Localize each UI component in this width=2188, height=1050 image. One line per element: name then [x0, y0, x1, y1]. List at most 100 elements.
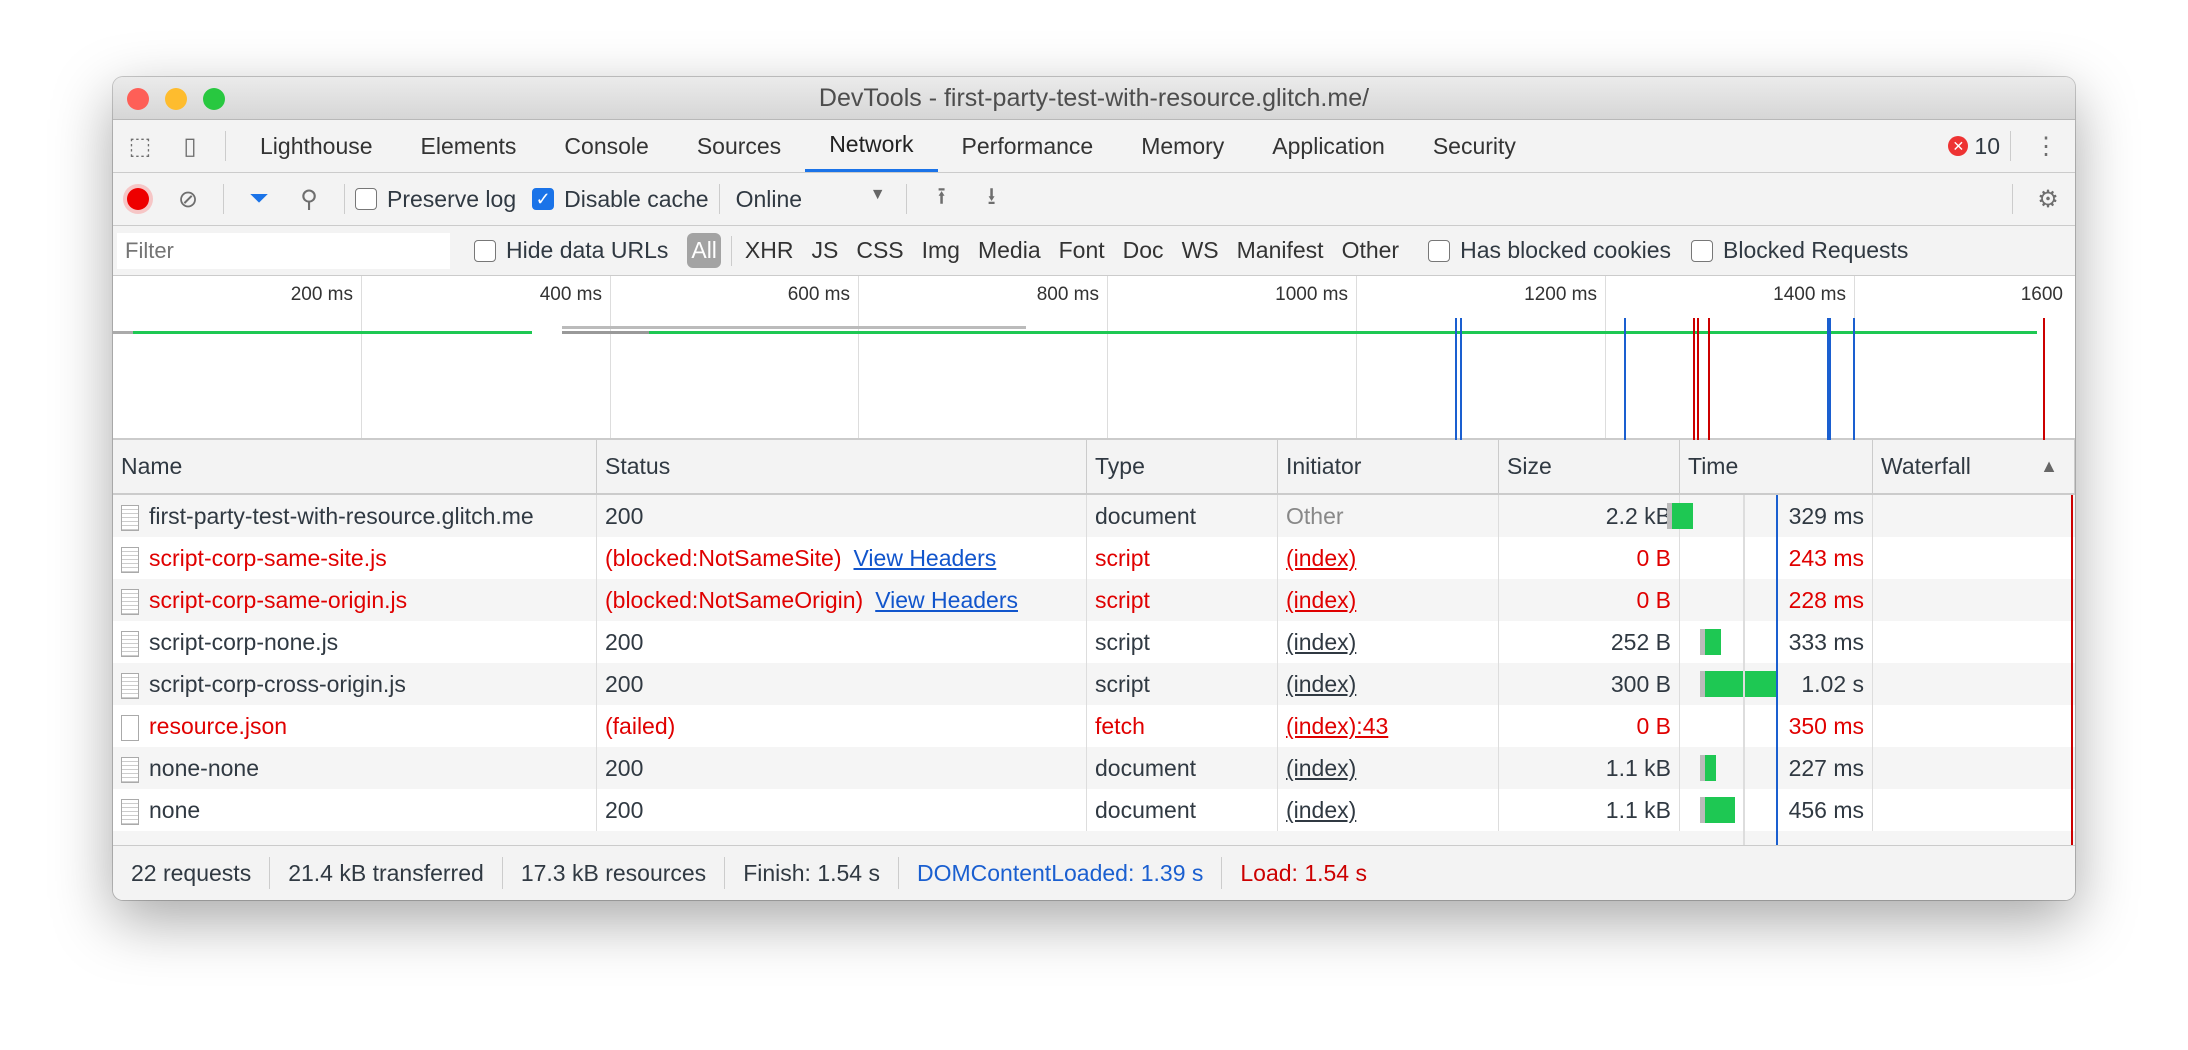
column-header-label: Waterfall	[1881, 453, 1971, 479]
column-header-label: Initiator	[1286, 453, 1362, 479]
request-row[interactable]: first-party-test-with-resource.glitch.me…	[113, 495, 2075, 537]
column-header-waterfall[interactable]: Waterfall ▲	[1873, 440, 2075, 495]
cell-status: 200	[597, 495, 1087, 537]
type-filter-img[interactable]: Img	[921, 237, 960, 263]
type-filter-xhr[interactable]: XHR	[744, 237, 794, 263]
waterfall-bar[interactable]	[1700, 755, 1716, 781]
divider	[2012, 184, 2013, 214]
grid-line	[1107, 276, 1108, 438]
type-filter-media[interactable]: Media	[977, 237, 1041, 263]
disable-cache-label: Disable cache	[564, 185, 709, 212]
error-icon[interactable]: ✕	[1948, 136, 1969, 156]
view-headers-link[interactable]: View Headers	[875, 587, 1018, 613]
network-overview-timeline[interactable]: 200 ms 400 ms 600 ms 800 ms 1000 ms 1200 ms 14…	[113, 276, 2075, 440]
request-row[interactable]: script-corp-same-site.js (blocked:NotSame…	[113, 537, 2075, 579]
record-icon[interactable]	[121, 182, 155, 216]
settings-gear-icon[interactable]: ⚙	[2037, 185, 2059, 213]
throttling-select[interactable]: Online ▼	[736, 186, 886, 213]
cell-type: fetch	[1087, 705, 1278, 747]
waterfall-bar[interactable]	[1700, 671, 1776, 697]
column-header-size[interactable]: Size	[1499, 440, 1680, 495]
tab-performance[interactable]: Performance	[961, 132, 1094, 159]
column-header-status[interactable]: Status	[597, 440, 1087, 495]
cell-waterfall	[1873, 537, 2075, 579]
request-row[interactable]: script-corp-same-origin.js (blocked:NotSa…	[113, 579, 2075, 621]
type-filter-css[interactable]: CSS	[856, 237, 904, 263]
waterfall-bar[interactable]	[1667, 503, 1693, 529]
request-row[interactable]: script-corp-none.js 200 script (index) 252 B…	[113, 621, 2075, 663]
initiator-link[interactable]: (index)	[1286, 545, 1357, 571]
cell-name: none	[113, 789, 597, 831]
import-har-icon[interactable]: ⭱	[937, 182, 946, 210]
request-bar	[113, 331, 133, 334]
filter-icon[interactable]: ⏷	[249, 185, 269, 212]
type-filter-manifest[interactable]: Manifest	[1236, 237, 1324, 263]
type-filter-ws[interactable]: WS	[1181, 237, 1219, 263]
more-options-icon[interactable]: ⋮	[2034, 132, 2058, 160]
column-header-time[interactable]: Time	[1680, 440, 1873, 495]
tab-sources[interactable]: Sources	[696, 132, 782, 159]
request-row[interactable]	[113, 831, 2075, 845]
initiator-link[interactable]: (index):43	[1286, 713, 1389, 739]
request-size: 1.1 kB	[1605, 755, 1671, 781]
cell-time: 350 ms	[1680, 705, 1873, 747]
request-row[interactable]: none-none 200 document (index) 1.1 kB 227 ms	[113, 747, 2075, 789]
zoom-button[interactable]	[203, 88, 225, 110]
request-row[interactable]: resource.json (failed) fetch (index):43 0 B 3…	[113, 705, 2075, 747]
has-blocked-cookies-checkbox[interactable]	[1428, 239, 1451, 262]
initiator-link[interactable]: (index)	[1286, 629, 1357, 655]
column-header-type[interactable]: Type	[1087, 440, 1278, 495]
cell-waterfall	[1873, 789, 2075, 831]
cell-status: 200	[597, 789, 1087, 831]
tab-console[interactable]: Console	[564, 132, 649, 159]
waterfall-bar[interactable]	[1700, 629, 1721, 655]
tab-network[interactable]: Network	[805, 120, 938, 172]
waterfall-bar[interactable]	[1700, 797, 1735, 823]
preserve-log-checkbox[interactable]	[355, 188, 377, 210]
request-name: none-none	[149, 755, 259, 781]
file-icon	[121, 504, 139, 531]
search-icon[interactable]: ⚲	[300, 185, 318, 213]
export-har-icon[interactable]: ⭳	[987, 182, 996, 210]
error-count[interactable]: 10	[1974, 132, 2000, 159]
type-filter-doc[interactable]: Doc	[1122, 237, 1164, 263]
minimize-button[interactable]	[165, 88, 187, 110]
initiator-link[interactable]: (index)	[1286, 671, 1357, 697]
request-row[interactable]: none 200 document (index) 1.1 kB 456 ms	[113, 789, 2075, 831]
disable-cache-checkbox[interactable]: ✓	[532, 188, 555, 210]
tab-lighthouse[interactable]: Lighthouse	[260, 132, 373, 159]
divider	[718, 184, 720, 214]
cell-initiator: (index)	[1278, 663, 1499, 705]
sort-ascending-icon[interactable]: ▲	[2040, 456, 2058, 476]
initiator-link[interactable]: (index)	[1286, 797, 1357, 823]
initiator-link: Other	[1286, 503, 1344, 529]
tab-application[interactable]: Application	[1272, 132, 1385, 159]
hide-data-urls-checkbox[interactable]	[474, 239, 496, 262]
view-headers-link[interactable]: View Headers	[853, 545, 997, 571]
request-row[interactable]: script-corp-cross-origin.js 200 script (ind…	[113, 663, 2075, 705]
initiator-link[interactable]: (index)	[1286, 587, 1357, 613]
type-filter-font[interactable]: Font	[1058, 237, 1105, 263]
type-filter-js[interactable]: JS	[811, 237, 839, 263]
request-status: 200	[605, 755, 644, 781]
clear-icon[interactable]: ⊘	[177, 185, 199, 213]
cell-name: resource.json	[113, 705, 597, 747]
tab-security[interactable]: Security	[1432, 132, 1516, 159]
blocked-requests-checkbox[interactable]	[1691, 239, 1714, 262]
request-size: 1.1 kB	[1605, 797, 1671, 823]
tab-memory[interactable]: Memory	[1141, 132, 1225, 159]
column-header-label: Name	[121, 453, 183, 479]
request-time: 227 ms	[1788, 755, 1864, 781]
load-time: Load: 1.54 s	[1240, 860, 1367, 886]
column-header-initiator[interactable]: Initiator	[1278, 440, 1499, 495]
inspect-element-icon[interactable]: ⬚	[128, 132, 152, 160]
initiator-link[interactable]: (index)	[1286, 755, 1357, 781]
cell-name: script-corp-cross-origin.js	[113, 663, 597, 705]
type-filter-other[interactable]: Other	[1341, 237, 1400, 263]
close-button[interactable]	[127, 88, 149, 110]
device-toolbar-icon[interactable]: ▯	[183, 132, 197, 160]
type-filter-all[interactable]: All	[687, 233, 721, 268]
column-header-name[interactable]: Name	[113, 440, 597, 495]
tab-elements[interactable]: Elements	[420, 132, 517, 159]
filter-input[interactable]	[117, 232, 450, 269]
